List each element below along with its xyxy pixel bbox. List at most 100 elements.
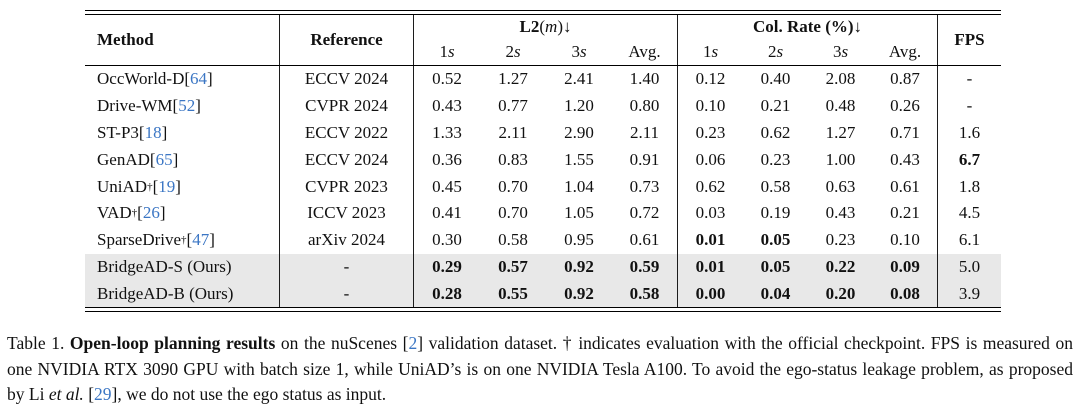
table-row: SparseDrive † [47] arXiv 2024 0.30 0.58 0… (85, 226, 1001, 254)
cell-cr-avg: 0.09 (873, 253, 938, 281)
cell-l2-3s: 0.95 (564, 230, 594, 250)
cell-cr-2s: 0.05 (760, 230, 791, 250)
cell-cr-avg: 0.71 (873, 119, 938, 147)
results-table: Method Reference L2 (m) ↓ Col. Rate (%) … (85, 10, 1001, 313)
citation-link[interactable]: 65 (155, 149, 173, 169)
cell-cr-3s: 1.00 (825, 149, 856, 169)
cell-l2-avg: 1.40 (612, 66, 678, 93)
cell-l2-2s: 0.57 (498, 256, 528, 276)
cell-l2-1s: 0.45 (432, 176, 462, 196)
table-header: Method Reference L2 (m) ↓ Col. Rate (%) … (85, 15, 1001, 66)
cell-cr-avg: 0.21 (873, 199, 938, 227)
cell-cr-2s: 0.19 (760, 203, 791, 223)
col-header-reference: Reference (280, 15, 414, 65)
citation-link[interactable]: 19 (158, 176, 176, 196)
cell-reference: ICCV 2023 (280, 199, 414, 227)
cell-l2-2s: 1.27 (498, 69, 528, 89)
cell-l2-avg: 0.91 (612, 146, 678, 174)
cell-fps: 6.1 (958, 230, 981, 250)
cell-cr-avg: 0.26 (873, 92, 938, 120)
cell-cr-avg: 0.61 (873, 173, 938, 200)
cell-reference: - (280, 253, 414, 281)
cell-l2-avg: 0.80 (612, 92, 678, 120)
cell-l2-avg: 0.58 (612, 280, 678, 308)
cell-l2-avg: 0.61 (612, 226, 678, 254)
cell-method: GenAD [65] (85, 146, 280, 174)
table-row-ours: BridgeAD-B (Ours) - 0.28 0.55 0.92 0.58 … (85, 280, 1001, 308)
table-row: GenAD [65] ECCV 2024 0.36 0.83 1.55 0.91… (85, 146, 1001, 174)
citation-link[interactable]: 26 (142, 203, 160, 223)
cell-l2-3s: 0.92 (564, 256, 594, 276)
cell-cr-avg: 0.10 (873, 226, 938, 254)
cell-cr-1s: 0.12 (695, 69, 726, 89)
cell-cr-1s: 0.01 (695, 256, 726, 276)
cell-fps: - (966, 69, 973, 89)
l2-paren-close: ) (557, 17, 563, 36)
cell-cr-avg: 0.43 (873, 146, 938, 174)
col-header-fps: FPS (954, 30, 985, 49)
cell-fps: 6.7 (958, 149, 981, 169)
cell-reference: arXiv 2024 (280, 226, 414, 254)
citation-link[interactable]: 47 (192, 230, 210, 250)
cell-l2-3s: 1.20 (564, 96, 594, 116)
cell-fps: 4.5 (958, 203, 981, 223)
down-arrow-icon: ↓ (853, 17, 863, 36)
cell-fps: 3.9 (958, 283, 981, 303)
citation-link[interactable]: 29 (94, 384, 112, 404)
citation-link[interactable]: 18 (144, 122, 162, 142)
cell-cr-avg: 0.87 (873, 66, 938, 93)
cell-cr-1s: 0.23 (695, 122, 726, 142)
cell-cr-1s: 0.10 (695, 96, 726, 116)
cell-l2-1s: 0.28 (432, 283, 462, 303)
cell-l2-avg: 0.72 (612, 199, 678, 227)
cell-cr-2s: 0.21 (760, 96, 791, 116)
cell-method: Drive-WM [52] (85, 92, 280, 120)
cell-cr-3s: 0.63 (825, 176, 856, 196)
table-caption: Table 1. Open-loop planning results on t… (7, 333, 1073, 404)
cell-cr-1s: 0.06 (695, 149, 726, 169)
table-row: Drive-WM [52] CVPR 2024 0.43 0.77 1.20 0… (85, 92, 1001, 120)
cell-l2-1s: 1.33 (432, 122, 462, 142)
cell-fps: 1.6 (958, 122, 981, 142)
cell-cr-avg: 0.08 (873, 280, 938, 308)
cell-cr-3s: 0.23 (825, 230, 856, 250)
table-row: VAD † [26] ICCV 2023 0.41 0.70 1.05 0.72 … (85, 199, 1001, 227)
cell-l2-3s: 1.04 (564, 176, 594, 196)
cell-l2-2s: 0.58 (498, 230, 528, 250)
subcol-header-cr-avg: Avg. (873, 39, 938, 65)
cell-l2-3s: 1.05 (564, 203, 594, 223)
cell-reference: ECCV 2024 (280, 146, 414, 174)
caption-bold-lead: Open-loop planning results (69, 333, 276, 353)
citation-link[interactable]: 64 (190, 69, 208, 89)
etal-italic: et al. (48, 384, 84, 404)
cell-l2-avg: 2.11 (612, 119, 678, 147)
cell-cr-1s: 0.00 (695, 283, 726, 303)
cell-l2-2s: 0.70 (498, 176, 528, 196)
cell-cr-2s: 0.04 (760, 283, 791, 303)
cell-fps: 5.0 (958, 256, 981, 276)
cell-cr-1s: 0.03 (695, 203, 726, 223)
cell-l2-3s: 2.90 (564, 122, 594, 142)
cell-l2-avg: 0.73 (612, 173, 678, 200)
table-body: OccWorld-D [64] ECCV 2024 0.52 1.27 2.41… (85, 66, 1001, 308)
citation-link[interactable]: 2 (408, 333, 418, 353)
citation-link[interactable]: 52 (178, 96, 196, 116)
table-bottom-rule (85, 307, 1001, 313)
cell-method: ST-P3 [18] (85, 119, 280, 147)
table-row: OccWorld-D [64] ECCV 2024 0.52 1.27 2.41… (85, 66, 1001, 93)
cell-l2-1s: 0.30 (432, 230, 462, 250)
down-arrow-icon: ↓ (562, 17, 572, 36)
cell-method: BridgeAD-S (Ours) (85, 253, 280, 281)
col-rate-label: Col. Rate (%) (752, 17, 854, 36)
cell-method: SparseDrive † [47] (85, 226, 280, 254)
cell-cr-3s: 0.48 (825, 96, 856, 116)
cell-reference: CVPR 2024 (280, 92, 414, 120)
cell-cr-1s: 0.62 (695, 176, 726, 196)
cell-method: VAD † [26] (85, 199, 280, 227)
cell-method: BridgeAD-B (Ours) (85, 280, 280, 308)
l2-label: L2 (519, 17, 540, 36)
